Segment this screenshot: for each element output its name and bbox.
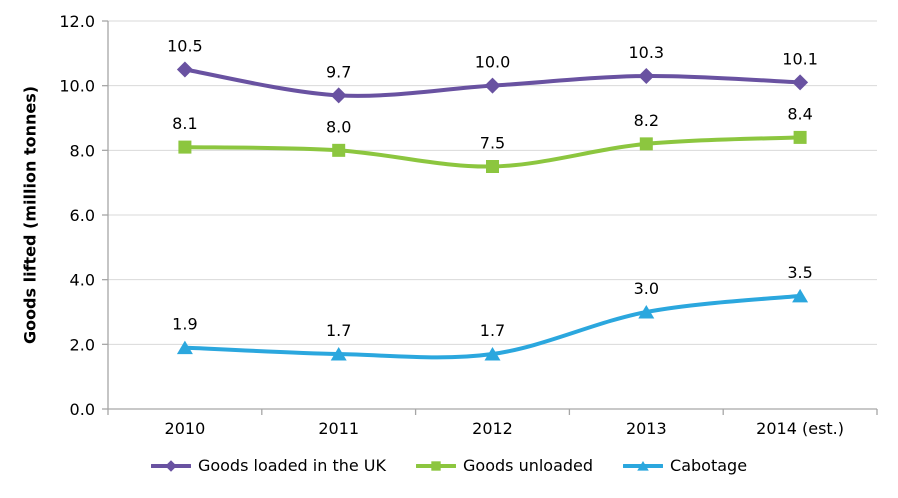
- legend-item-cabotage: Cabotage: [623, 456, 747, 475]
- x-tick-label: 2010: [165, 419, 206, 438]
- y-tick-label: 4.0: [70, 271, 95, 290]
- legend-square-marker-icon: [431, 460, 441, 471]
- series-2-triangle-marker: [638, 305, 655, 319]
- legend-triangle-marker-icon: [637, 460, 649, 471]
- data-label: 10.3: [628, 43, 664, 62]
- data-label: 10.0: [475, 53, 511, 72]
- series-1-square-marker: [486, 160, 499, 173]
- legend-swatch-square-icon: [416, 460, 457, 471]
- data-label: 3.5: [787, 263, 812, 282]
- legend-label-cabotage: Cabotage: [670, 456, 748, 475]
- data-label: 1.7: [480, 321, 505, 340]
- data-label: 8.0: [326, 117, 351, 136]
- x-tick-label: 2011: [318, 419, 359, 438]
- legend-item-goods-loaded: Goods loaded in the UK: [150, 456, 387, 475]
- legend-item-goods-unloaded: Goods unloaded: [416, 456, 593, 475]
- series-0-diamond-marker: [330, 87, 347, 104]
- data-label: 8.1: [172, 114, 197, 133]
- series-0-diamond-marker: [638, 67, 655, 84]
- series-0-diamond-marker: [792, 74, 809, 91]
- legend: Goods loaded in the UK Goods unloaded Ca…: [0, 456, 898, 475]
- legend-diamond-marker-icon: [165, 459, 177, 472]
- series-1-square-marker: [793, 130, 807, 144]
- data-label: 7.5: [480, 134, 505, 153]
- series-2-triangle-marker: [176, 340, 193, 355]
- series-2-triangle-marker: [330, 347, 347, 361]
- series-2-triangle-marker: [792, 288, 809, 303]
- x-tick-label: 2013: [626, 419, 667, 438]
- data-label: 9.7: [326, 62, 351, 81]
- plot-area: 0.0 2.0 4.0 6.0 8.0 10.0 12.0 2010 2011 2012 2013 2…: [59, 12, 878, 438]
- data-label: 10.1: [782, 49, 818, 68]
- series-2-triangle-marker: [484, 347, 501, 361]
- y-tick-label: 12.0: [59, 12, 95, 31]
- x-tick-label: 2012: [472, 419, 513, 438]
- legend-swatch-triangle-icon: [623, 460, 664, 471]
- data-label: 1.9: [172, 315, 197, 334]
- y-tick-label: 6.0: [70, 206, 95, 225]
- series-1-square-marker: [178, 140, 192, 154]
- series-0-diamond-marker: [484, 77, 501, 94]
- series-0-diamond-marker: [176, 61, 193, 78]
- data-label: 10.5: [167, 37, 203, 56]
- legend-label-goods-loaded: Goods loaded in the UK: [197, 456, 387, 475]
- series-1-square-marker: [639, 137, 653, 151]
- data-label: 8.2: [634, 111, 659, 130]
- x-tick-label: 2014 (est.): [756, 419, 844, 438]
- data-label: 8.4: [787, 104, 812, 123]
- data-label: 3.0: [634, 279, 659, 298]
- y-tick-label: 0.0: [70, 400, 95, 419]
- y-tick-label: 2.0: [70, 335, 95, 354]
- series-1-square-marker: [332, 143, 346, 157]
- legend-swatch-diamond-icon: [150, 459, 191, 472]
- legend-label-goods-unloaded: Goods unloaded: [463, 456, 594, 475]
- data-label: 1.7: [326, 321, 351, 340]
- y-tick-label: 10.0: [59, 77, 95, 96]
- y-tick-label: 8.0: [70, 141, 95, 160]
